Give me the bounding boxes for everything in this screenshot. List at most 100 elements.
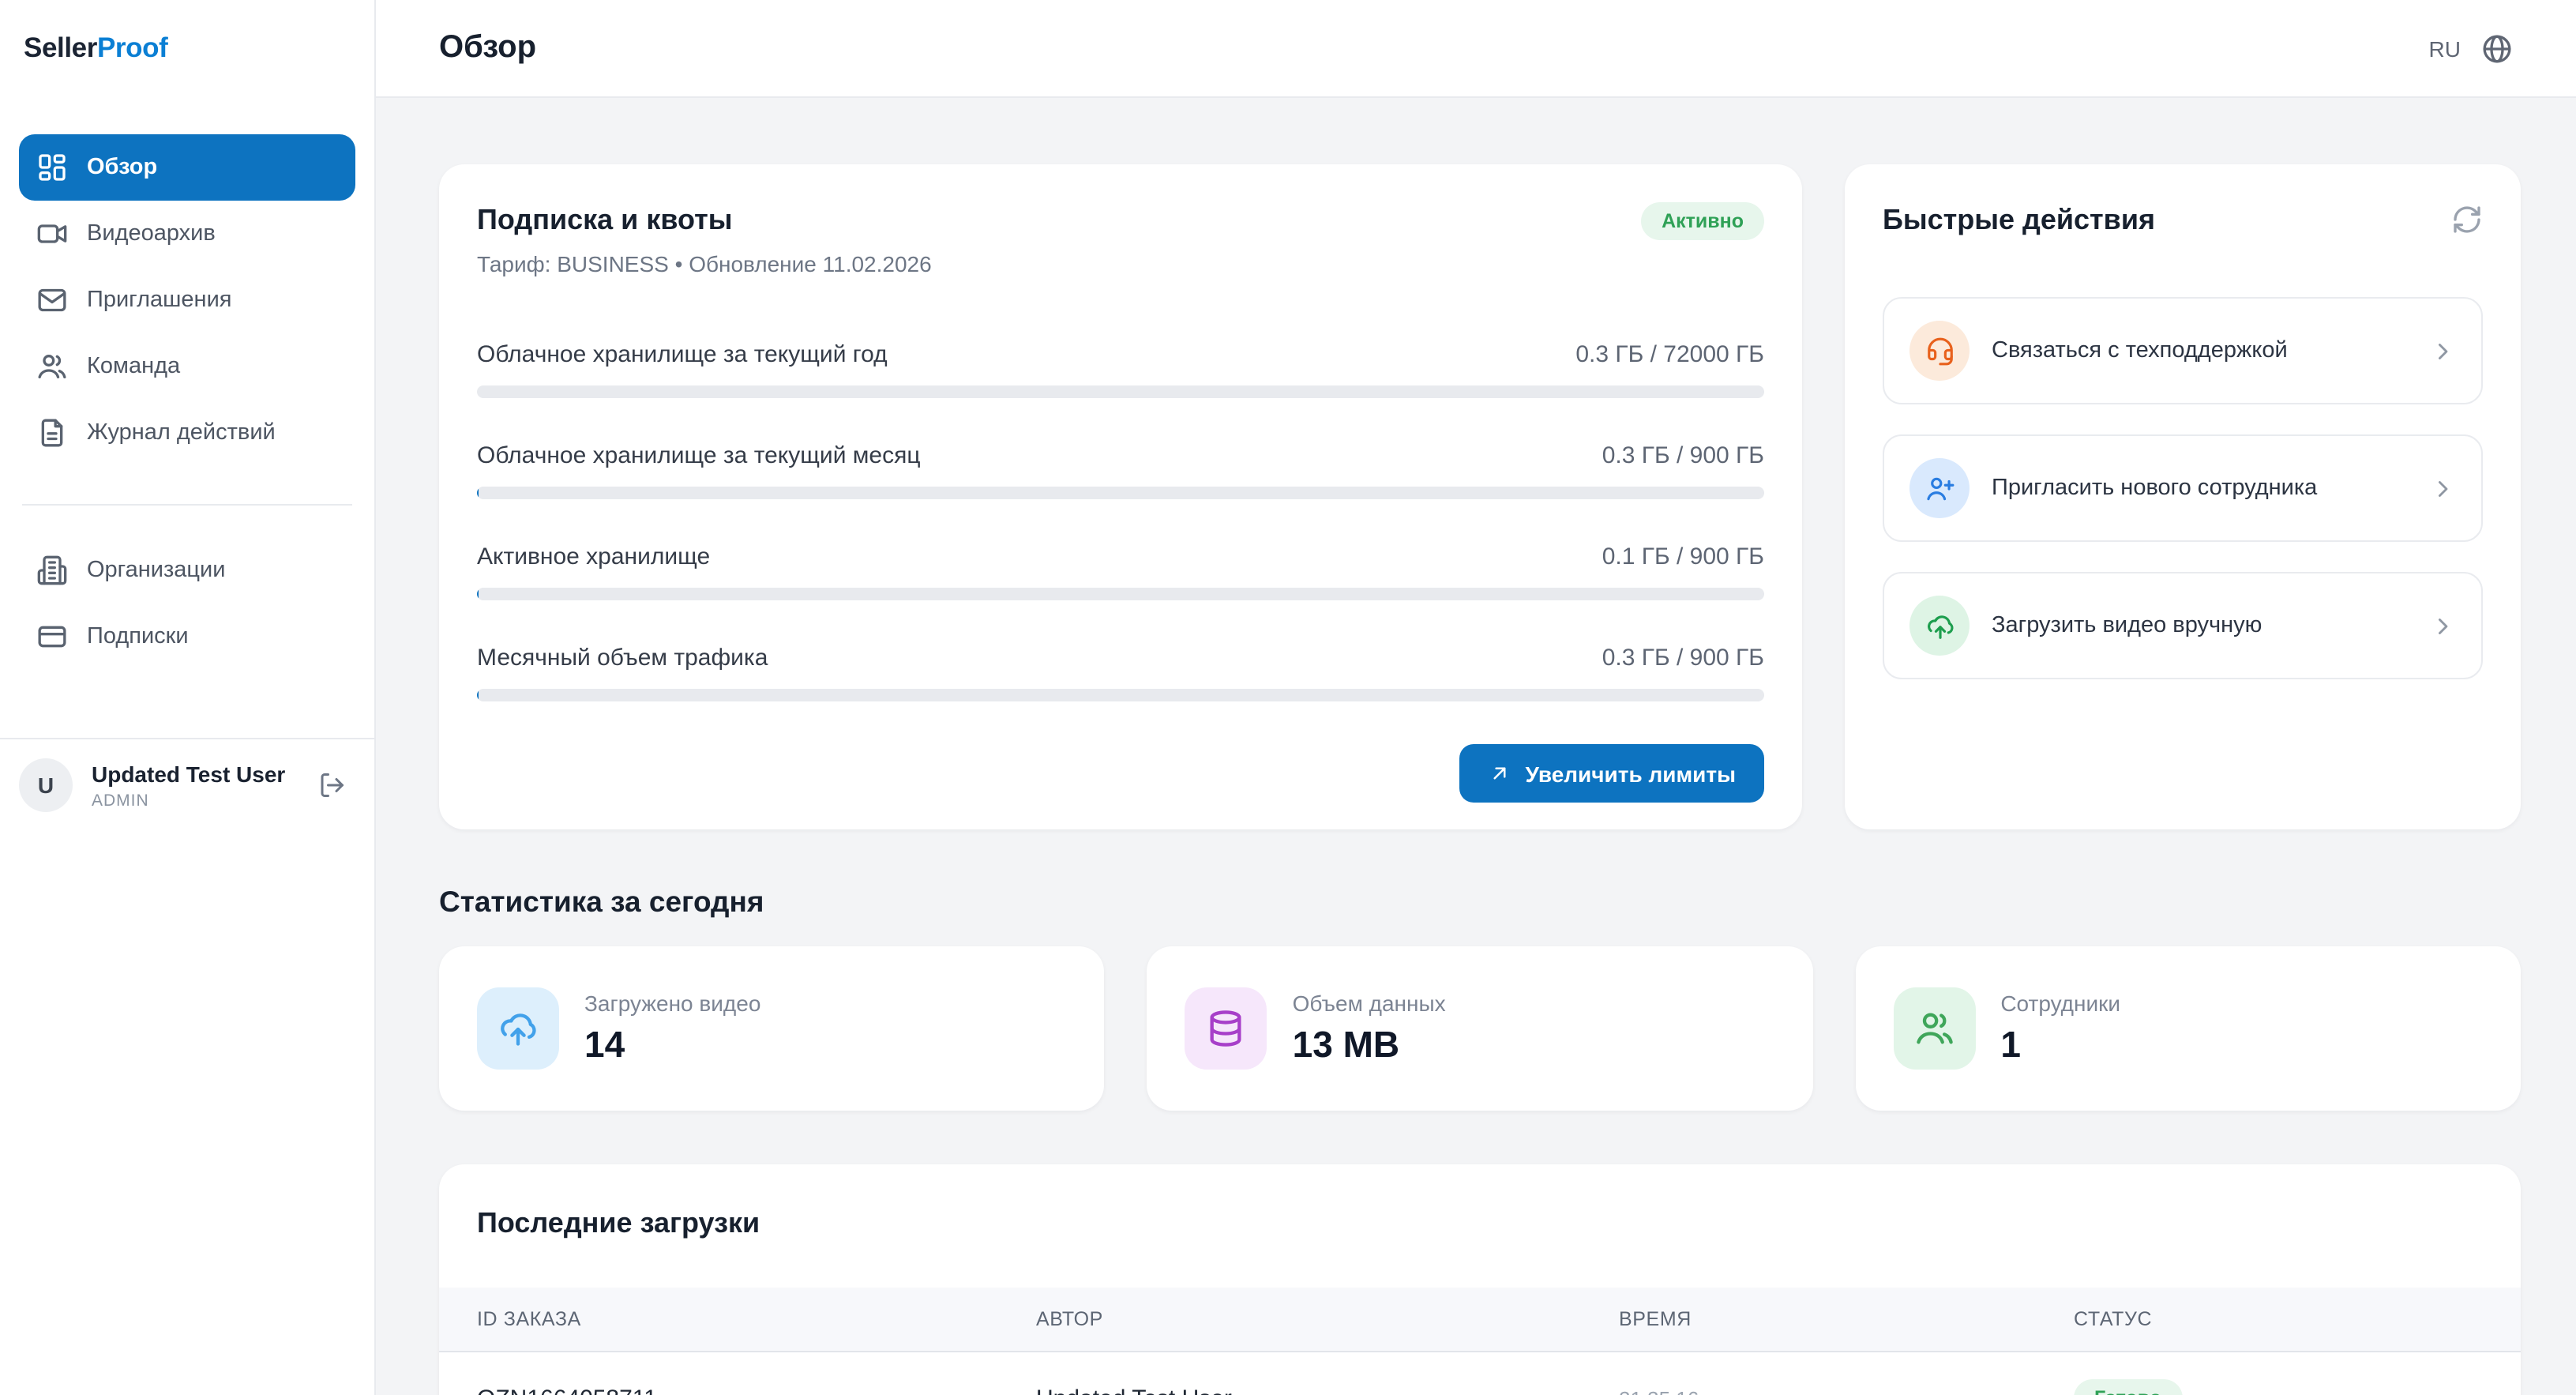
progress-bar-fill — [477, 689, 478, 701]
dashboard-icon — [36, 152, 68, 183]
sidebar-item-label: Журнал действий — [87, 420, 276, 446]
quick-action[interactable]: Пригласить нового сотрудника — [1883, 434, 2483, 542]
progress-bar-fill — [477, 487, 478, 499]
sidebar-item[interactable]: Видеоархив — [19, 201, 355, 267]
table-column-header: АВТОР — [1036, 1308, 1619, 1330]
stat-label: Объем данных — [1293, 991, 1446, 1017]
subscription-status-badge: Активно — [1641, 202, 1764, 240]
user-card: U Updated Test User ADMIN — [0, 739, 374, 831]
quick-action[interactable]: Загрузить видео вручную — [1883, 572, 2483, 679]
sidebar-item[interactable]: Обзор — [19, 134, 355, 201]
stat-label: Загружено видео — [584, 991, 760, 1017]
chevron-right-icon — [2429, 612, 2456, 639]
table-column-header: ВРЕМЯ — [1619, 1308, 2074, 1330]
quick-actions-title: Быстрые действия — [1883, 202, 2155, 237]
subscription-subtitle: Тариф: BUSINESS • Обновление 11.02.2026 — [477, 251, 932, 278]
sidebar-item-label: Приглашения — [87, 288, 232, 313]
sidebar-item-label: Обзор — [87, 155, 157, 180]
progress-bar — [477, 385, 1764, 398]
quota-list: Облачное хранилище за текущий год 0.3 ГБ… — [477, 340, 1764, 701]
stats-row: Загружено видео 14 Объем данных 13 MB — [439, 946, 2521, 1111]
quota-label: Активное хранилище — [477, 542, 710, 572]
sidebar-primary-nav: Обзор Видеоархив Приглашения Команда — [0, 96, 374, 466]
sidebar-item[interactable]: Организации — [19, 537, 355, 603]
content: Подписка и квоты Тариф: BUSINESS • Обнов… — [376, 98, 2576, 1395]
quick-actions-header: Быстрые действия — [1883, 202, 2483, 237]
status-badge: Готово — [2074, 1379, 2182, 1395]
stats-title: Статистика за сегодня — [439, 883, 2521, 919]
quota-row: Облачное хранилище за текущий месяц 0.3 … — [477, 441, 1764, 499]
quick-action[interactable]: Связаться с техподдержкой — [1883, 297, 2483, 404]
users-icon — [1893, 987, 1975, 1070]
subscription-title: Подписка и квоты — [477, 202, 932, 237]
increase-limits-label: Увеличить лимиты — [1526, 761, 1737, 786]
quota-label: Облачное хранилище за текущий год — [477, 340, 888, 370]
quota-line: Облачное хранилище за текущий месяц 0.3 … — [477, 441, 1764, 471]
subscription-header: Подписка и квоты Тариф: BUSINESS • Обнов… — [477, 202, 1764, 278]
progress-bar — [477, 588, 1764, 600]
file-text-icon — [36, 417, 68, 449]
database-icon — [1185, 987, 1267, 1070]
refresh-icon[interactable] — [2451, 204, 2483, 235]
stat-value: 1 — [2000, 1024, 2120, 1066]
sidebar-divider — [22, 504, 352, 506]
sidebar-item[interactable]: Журнал действий — [19, 400, 355, 466]
headset-icon — [1909, 321, 1970, 381]
user-plus-icon — [1909, 458, 1970, 518]
user-name: Updated Test User — [92, 761, 317, 786]
avatar: U — [19, 758, 73, 812]
globe-icon[interactable] — [2481, 32, 2513, 64]
sidebar-item[interactable]: Команда — [19, 333, 355, 400]
building-icon — [36, 555, 68, 586]
quota-value: 0.3 ГБ / 900 ГБ — [1602, 643, 1764, 673]
table-column-header: ID ЗАКАЗА — [477, 1308, 1036, 1330]
brand-name-primary: Seller — [24, 32, 97, 65]
mail-icon — [36, 284, 68, 316]
logout-icon[interactable] — [317, 771, 346, 799]
language-switcher[interactable]: RU — [2429, 32, 2513, 64]
top-cards-row: Подписка и квоты Тариф: BUSINESS • Обнов… — [439, 164, 2521, 829]
stat-card: Сотрудники 1 — [1855, 946, 2521, 1111]
quota-label: Месячный объем трафика — [477, 643, 768, 673]
table-body: OZN1664058711 Updated Test User 21:35:16… — [439, 1351, 2521, 1395]
stat-card: Загружено видео 14 — [439, 946, 1105, 1111]
recent-uploads-card: Последние загрузки ID ЗАКАЗА АВТОР ВРЕМЯ… — [439, 1164, 2521, 1395]
sidebar-item[interactable]: Приглашения — [19, 267, 355, 333]
stat-label: Сотрудники — [2000, 991, 2120, 1017]
brand-name-accent: Proof — [97, 32, 167, 65]
cell-time: 21:35:16 — [1619, 1386, 2074, 1395]
stat-value: 13 MB — [1293, 1024, 1446, 1066]
quick-actions-card: Быстрые действия Связаться с техподдержк… — [1845, 164, 2521, 829]
cta-row: Увеличить лимиты — [477, 744, 1764, 803]
table-row[interactable]: OZN1664058711 Updated Test User 21:35:16… — [439, 1351, 2521, 1395]
recent-uploads-title: Последние загрузки — [477, 1205, 2483, 1240]
subscription-card: Подписка и квоты Тариф: BUSINESS • Обнов… — [439, 164, 1802, 829]
sidebar-secondary-nav: Организации Подписки — [0, 537, 374, 670]
quick-action-label: Пригласить нового сотрудника — [1992, 476, 2407, 501]
quick-action-label: Связаться с техподдержкой — [1992, 338, 2407, 363]
quota-row: Облачное хранилище за текущий год 0.3 ГБ… — [477, 340, 1764, 398]
topbar: Обзор RU — [376, 0, 2576, 98]
credit-card-icon — [36, 621, 68, 652]
sidebar-item-label: Видеоархив — [87, 221, 216, 246]
sidebar-item-label: Подписки — [87, 624, 189, 649]
increase-limits-button[interactable]: Увеличить лимиты — [1459, 744, 1765, 803]
user-role: ADMIN — [92, 791, 317, 810]
quota-label: Облачное хранилище за текущий месяц — [477, 441, 921, 471]
quota-value: 0.3 ГБ / 900 ГБ — [1602, 441, 1764, 471]
cloud-upload-icon — [1909, 596, 1970, 656]
language-label[interactable]: RU — [2429, 36, 2461, 61]
arrow-up-right-icon — [1488, 761, 1511, 785]
sidebar-item[interactable]: Подписки — [19, 603, 355, 670]
chevron-right-icon — [2429, 475, 2456, 502]
quota-line: Месячный объем трафика 0.3 ГБ / 900 ГБ — [477, 643, 1764, 673]
video-icon — [36, 218, 68, 250]
main-area: Обзор RU Подписка и квоты Тариф: BUSINES… — [376, 0, 2576, 1395]
quota-line: Активное хранилище 0.1 ГБ / 900 ГБ — [477, 542, 1764, 572]
cell-order-id: OZN1664058711 — [477, 1385, 1036, 1395]
stat-card: Объем данных 13 MB — [1147, 946, 1813, 1111]
user-meta: Updated Test User ADMIN — [92, 761, 317, 810]
